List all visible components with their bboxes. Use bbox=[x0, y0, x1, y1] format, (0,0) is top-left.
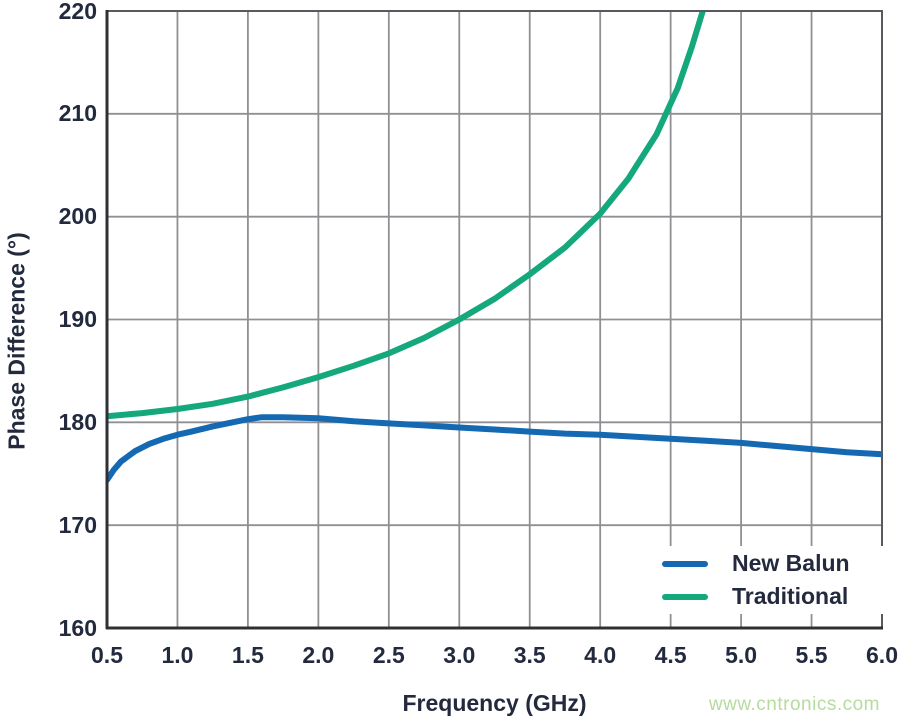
y-axis-title: Phase Difference (°) bbox=[3, 232, 30, 450]
x-tick-label: 1.0 bbox=[161, 642, 194, 668]
y-tick-label: 220 bbox=[58, 0, 97, 24]
legend-label-new-balun: New Balun bbox=[732, 550, 850, 576]
x-tick-label: 0.5 bbox=[91, 642, 123, 668]
x-tick-label: 5.0 bbox=[725, 642, 758, 668]
x-tick-label: 6.0 bbox=[866, 642, 898, 668]
x-tick-label: 3.0 bbox=[443, 642, 476, 668]
axes-frame bbox=[105, 10, 883, 630]
legend-label-traditional: Traditional bbox=[732, 583, 849, 609]
y-tick-label: 190 bbox=[58, 306, 97, 332]
watermark: www.cntronics.com bbox=[708, 694, 880, 715]
legend: New Balun Traditional bbox=[648, 546, 884, 614]
curve-layer bbox=[106, 10, 883, 483]
legend-item-traditional: Traditional bbox=[648, 580, 884, 613]
y-tick-label: 160 bbox=[58, 614, 97, 641]
traditional-line-swatch bbox=[662, 593, 708, 600]
y-tick-label: 180 bbox=[58, 408, 97, 435]
x-tick-label: 4.5 bbox=[654, 642, 687, 668]
y-tick-label: 210 bbox=[58, 100, 97, 127]
legend-item-new-balun: New Balun bbox=[648, 547, 884, 580]
new-balun-line-swatch bbox=[662, 560, 708, 567]
x-tick-label: 2.0 bbox=[302, 642, 335, 668]
grid-layer bbox=[106, 10, 883, 629]
x-tick-label: 1.5 bbox=[231, 642, 264, 668]
x-tick-label: 2.5 bbox=[372, 642, 405, 668]
x-tick-label: 3.5 bbox=[513, 642, 546, 668]
y-tick-label: 200 bbox=[58, 203, 97, 230]
x-tick-label: 5.5 bbox=[795, 642, 828, 668]
x-tick-label: 4.0 bbox=[584, 642, 617, 668]
y-tick-label: 170 bbox=[58, 511, 97, 538]
x-axis-title: Frequency (GHz) bbox=[402, 690, 587, 716]
